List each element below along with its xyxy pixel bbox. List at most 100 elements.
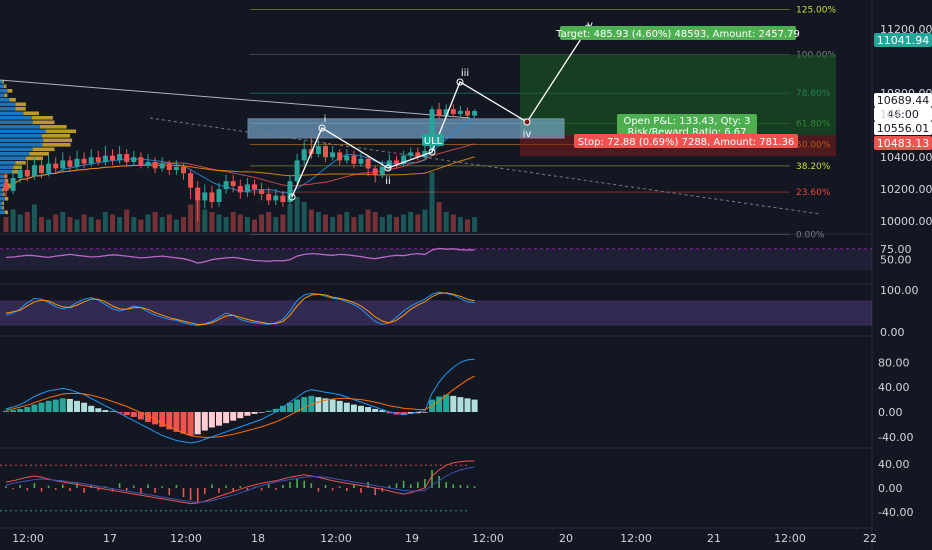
- time-axis-label: 17: [103, 532, 117, 545]
- macd-axis-tick: 0.00: [878, 406, 903, 419]
- price-panel[interactable]: 125.00%100.00%78.60%61.80%50.00%38.20%23…: [0, 6, 836, 241]
- candle-body: [323, 146, 328, 158]
- fib-level-label: 0.00%: [796, 230, 825, 240]
- volume-profile-bar: [0, 206, 3, 210]
- osc-histogram-bar: [189, 488, 192, 500]
- volume-bar: [67, 217, 73, 232]
- osc-histogram-bar: [388, 485, 391, 488]
- osc-histogram-bar: [473, 486, 476, 488]
- candle-body: [443, 109, 449, 116]
- candle-body: [81, 158, 87, 164]
- volume-profile-bar: [5, 179, 9, 183]
- time-axis-label: 20: [559, 532, 573, 545]
- volume-bar: [315, 212, 321, 232]
- osc-histogram-bar: [310, 483, 313, 488]
- candle-body: [280, 195, 286, 202]
- osc-histogram-bar: [97, 488, 100, 491]
- time-axis-label: 12:00: [774, 532, 806, 545]
- osc-histogram-bar: [452, 484, 455, 488]
- price-badge: 10689.44: [874, 93, 932, 107]
- trend-line-dashed: [149, 117, 821, 215]
- volume-bar: [259, 214, 265, 232]
- volume-profile-bar: [2, 80, 4, 84]
- volume-bar: [46, 219, 52, 232]
- osc-histogram-bar: [417, 482, 419, 488]
- pnl-label-text: Open P&L: 133.43, Qty: 3: [623, 116, 750, 127]
- candle-body: [266, 194, 272, 201]
- osc-histogram-bar: [225, 485, 227, 488]
- macd-histogram-bar: [386, 412, 393, 414]
- price-axis-tick: 11200.00: [880, 23, 932, 36]
- wave-label: iii: [461, 68, 469, 79]
- volume-profile-bar: [42, 143, 71, 147]
- volume-bar: [138, 219, 144, 232]
- osc-histogram-bar: [260, 488, 263, 491]
- candle-body: [401, 155, 407, 164]
- macd-histogram-bar: [336, 400, 343, 412]
- candle-body: [181, 166, 186, 174]
- macd-histogram-bar: [208, 412, 215, 428]
- macd-histogram-bar: [350, 404, 357, 412]
- macd-histogram-bar: [201, 412, 208, 431]
- macd-histogram-bar: [265, 410, 272, 412]
- stochastic-panel[interactable]: [0, 291, 872, 327]
- price-badge-text: 11041.94: [877, 34, 930, 47]
- osc-histogram-bar: [445, 482, 447, 488]
- rsi-line: [5, 247, 475, 264]
- osc-line-a: [5, 460, 475, 505]
- candle-body: [152, 162, 158, 169]
- volume-profile-bar: [0, 174, 5, 179]
- volume-bar: [10, 209, 16, 232]
- volume-bar: [351, 217, 357, 232]
- volume-profile-bar: [2, 188, 4, 192]
- volume-profile-bar: [0, 129, 46, 134]
- oscillator-panel[interactable]: [0, 460, 476, 512]
- volume-bar: [110, 214, 115, 232]
- osc-histogram-bar: [331, 488, 334, 491]
- macd-panel[interactable]: [3, 358, 478, 444]
- macd-histogram-bar: [95, 408, 102, 412]
- osc-histogram-bar: [76, 482, 78, 488]
- time-axis-label: 22: [863, 532, 877, 545]
- osc-histogram-bar: [353, 484, 355, 488]
- volume-bar: [394, 217, 399, 232]
- macd-histogram-bar: [194, 412, 201, 435]
- volume-profile-bar: [0, 89, 8, 93]
- rsi-panel[interactable]: [0, 247, 872, 271]
- volume-bar: [472, 217, 478, 232]
- volume-bar: [358, 214, 364, 232]
- rsi-axis-tick: 50.00: [880, 254, 912, 267]
- osc-histogram-bar: [346, 488, 348, 491]
- osc-histogram-bar: [133, 485, 135, 488]
- osc-histogram-bar: [459, 485, 462, 488]
- macd-histogram-bar: [159, 412, 166, 427]
- volume-bar: [145, 214, 151, 232]
- wave-point: [523, 118, 531, 126]
- volume-bar: [273, 217, 279, 232]
- volume-bar: [323, 214, 328, 232]
- candle-body: [394, 160, 399, 164]
- osc-histogram-bar: [175, 485, 178, 488]
- volume-bar: [386, 214, 392, 232]
- macd-histogram-bar: [24, 407, 31, 412]
- volume-profile-bar: [2, 192, 5, 197]
- target-label-text: Target: 485.93 (4.60%) 48593, Amount: 24…: [555, 29, 800, 40]
- osc-histogram-bar: [111, 488, 114, 492]
- macd-histogram-bar: [279, 405, 286, 412]
- volume-profile-bar: [0, 156, 26, 161]
- price-badge: 10556.01: [874, 121, 932, 135]
- volume-profile-bar: [39, 125, 67, 129]
- candle-body: [465, 110, 470, 116]
- candle-body: [31, 165, 37, 177]
- osc-histogram-bar: [367, 482, 369, 488]
- candle-body: [95, 157, 101, 162]
- volume-bar: [3, 217, 9, 232]
- macd-histogram-bar: [59, 398, 66, 412]
- volume-profile-bar: [0, 143, 43, 147]
- volume-profile-bar: [23, 111, 39, 116]
- osc-histogram-bar: [324, 485, 327, 488]
- candle-body: [252, 184, 257, 190]
- chart-grid: [0, 0, 873, 550]
- candle-body: [67, 160, 73, 167]
